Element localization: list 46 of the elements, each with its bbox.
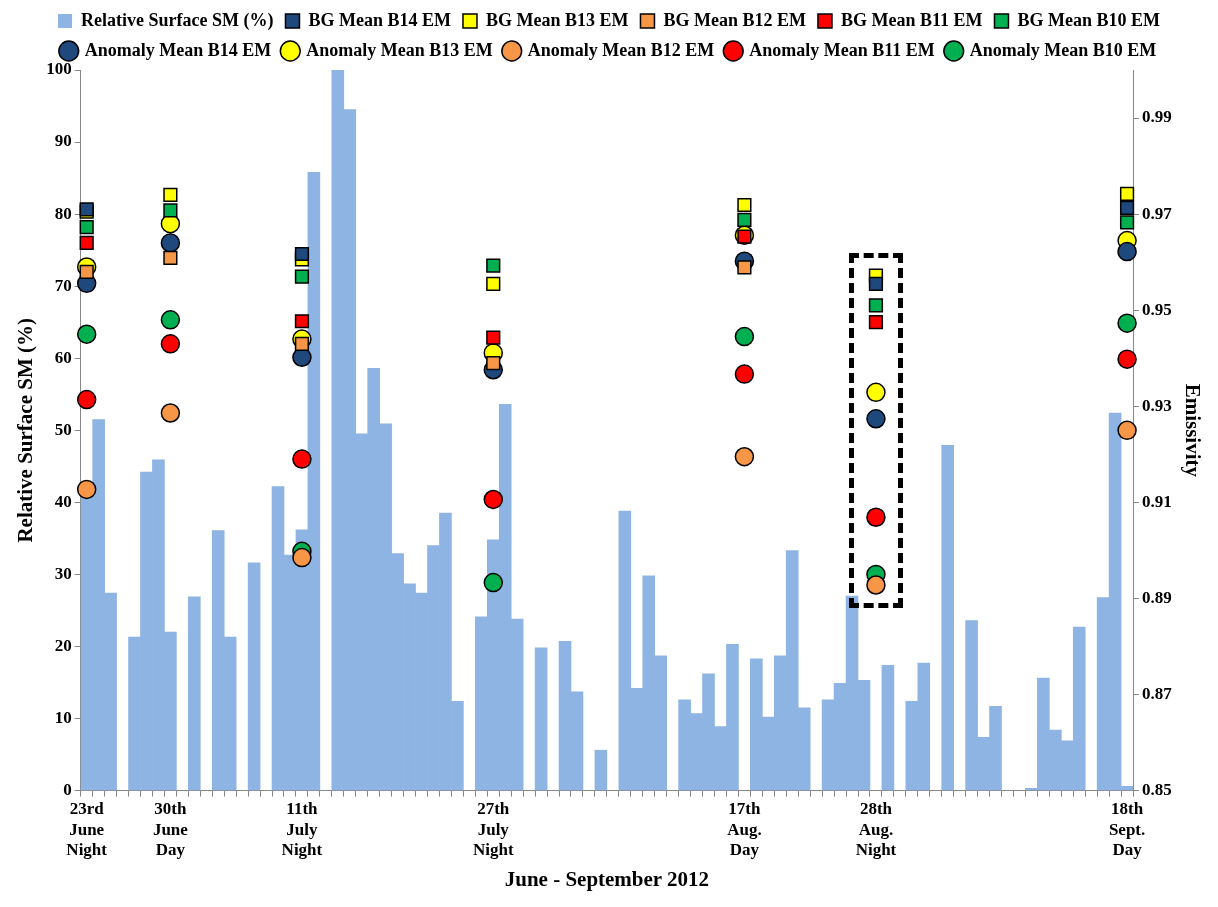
bar xyxy=(188,596,201,791)
y-tick-label: 30 xyxy=(54,563,72,583)
y2-tick-label: 0.93 xyxy=(1142,395,1172,415)
x-tick-label: 30th June Day xyxy=(152,799,189,859)
y2-tick-label: 0.95 xyxy=(1142,299,1172,319)
legend-label: Anomaly Mean B10 EM xyxy=(969,39,1157,60)
y-tick-label: 20 xyxy=(54,635,72,655)
y-tick-label: 10 xyxy=(54,707,72,727)
x-tick-label: 23rd June Night xyxy=(66,799,108,859)
x-axis-title: June - September 2012 xyxy=(504,866,710,891)
y-tick-label: 50 xyxy=(54,419,72,439)
y2-tick-label: 0.97 xyxy=(1142,203,1173,223)
x-tick-label: 27th July Night xyxy=(472,799,514,859)
y-tick-label: 0 xyxy=(63,779,72,799)
y-tick-label: 40 xyxy=(54,491,72,511)
legend-label: BG Mean B14 EM xyxy=(308,9,451,30)
y2-tick-label: 0.89 xyxy=(1142,587,1172,607)
legend-label: Anomaly Mean B11 EM xyxy=(749,39,935,60)
y-tick-label: 70 xyxy=(54,275,72,295)
x-tick-label: 11th July Night xyxy=(281,799,323,859)
bar xyxy=(534,647,548,791)
y-axis-title: Relative Surface SM (%) xyxy=(13,318,38,543)
y2-axis-title: Emissivity xyxy=(1180,383,1205,478)
legend-label: BG Mean B11 EM xyxy=(840,9,983,30)
legend-label: Anomaly Mean B12 EM xyxy=(527,39,715,60)
bar xyxy=(247,562,261,791)
bar xyxy=(941,445,954,791)
y-tick-label: 80 xyxy=(54,203,72,223)
legend-label: Anomaly Mean B13 EM xyxy=(306,39,493,60)
x-tick-label: 17th Aug. Day xyxy=(727,799,762,859)
legend-label: BG Mean B10 EM xyxy=(1017,9,1160,30)
y-tick-label: 100 xyxy=(46,59,72,79)
legend-label: Relative Surface SM (%) xyxy=(81,9,274,31)
y-tick-label: 90 xyxy=(54,131,72,151)
y-tick-label: 60 xyxy=(54,347,72,367)
y2-tick-label: 0.99 xyxy=(1142,107,1172,127)
x-tick-label: 28th Aug. Night xyxy=(855,799,897,859)
y2-tick-label: 0.91 xyxy=(1142,491,1172,511)
legend-label: Anomaly Mean B14 EM xyxy=(84,39,272,60)
y2-tick-label: 0.87 xyxy=(1142,683,1173,703)
bar xyxy=(594,749,608,791)
bar xyxy=(881,664,895,791)
y2-tick-label: 0.85 xyxy=(1142,779,1172,799)
legend-label: BG Mean B13 EM xyxy=(485,9,629,30)
legend-label: BG Mean B12 EM xyxy=(663,9,806,30)
x-tick-label: 18th Sept. Day xyxy=(1108,799,1146,859)
